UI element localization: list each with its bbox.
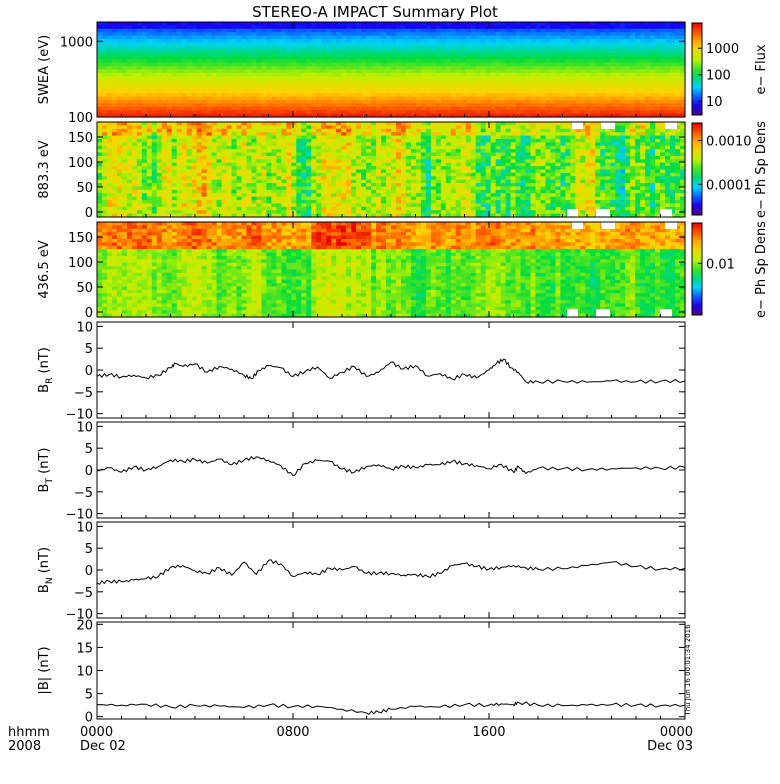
- xtick-sublabel-0: Dec 02: [80, 739, 126, 754]
- ytick-label-1-0: 150: [68, 131, 93, 146]
- data-gap-top-2-0: [572, 222, 583, 229]
- ytick-label-2-0: 150: [68, 231, 93, 246]
- ylabel-5: BN (nT): [37, 547, 55, 593]
- colorbar-tick-label-0-2: 10: [706, 95, 723, 110]
- ytick-label-5-3: −5: [74, 586, 93, 601]
- ytick-label-5-0: 10: [76, 520, 93, 535]
- ytick-label-4-2: 0: [85, 464, 93, 479]
- colorbar-tick-label-1-1: 0.0001: [706, 178, 752, 193]
- ylabel-3: BR (nT): [37, 347, 55, 393]
- ylabel-4: BT (nT): [37, 448, 55, 493]
- ytick-label-0-0: 1000: [60, 35, 93, 50]
- data-gap-bottom-1-2: [660, 209, 672, 217]
- ytick-label-6-0: 20: [76, 618, 93, 633]
- data-gap-bottom-1-1: [596, 209, 610, 217]
- xtick-label-3: 0000: [660, 725, 693, 740]
- ytick-label-4-3: −5: [74, 486, 93, 501]
- data-gap-bottom-2-2: [660, 309, 672, 317]
- ytick-label-2-3: 0: [85, 306, 93, 321]
- ytick-label-6-4: 0: [85, 711, 93, 726]
- ytick-label-1-3: 0: [85, 206, 93, 221]
- colorbar-tick-label-2-0: 0.01: [706, 257, 735, 272]
- ytick-label-1-2: 50: [76, 181, 93, 196]
- data-gap-top-2-2: [665, 222, 677, 229]
- time-axis-label-year: 2008: [8, 739, 41, 754]
- ytick-label-4-0: 10: [76, 420, 93, 435]
- ytick-label-1-1: 100: [68, 156, 93, 171]
- ylabel-2: 436.5 eV: [37, 240, 52, 298]
- ytick-label-3-2: 0: [85, 364, 93, 379]
- heatmap-cells-0: [97, 22, 686, 118]
- colorbar-label-0: e− Flux: [754, 44, 769, 94]
- time-axis-label-hhmm: hhmm: [8, 725, 50, 740]
- panel-frame-3: [97, 322, 685, 418]
- colorbar-tick-label-0-1: 100: [706, 69, 731, 84]
- ytick-label-5-1: 5: [85, 542, 93, 557]
- timestamp: Thu Jun 16 00:01:34 2016: [684, 624, 692, 717]
- xtick-label-1: 0800: [276, 725, 309, 740]
- heatmap-cells-2: [97, 222, 686, 318]
- ytick-label-3-3: −5: [74, 386, 93, 401]
- colorbar-label-2: e− Ph Sp Dens: [754, 221, 769, 318]
- colorbar-2: [692, 223, 702, 315]
- data-gap-top-1-2: [665, 122, 677, 129]
- ytick-label-6-1: 15: [76, 641, 93, 656]
- ylabel-1: 883.3 eV: [37, 140, 52, 198]
- data-gap-bottom-2-1: [596, 309, 610, 317]
- ylabel-0: SWEA (eV): [37, 35, 52, 104]
- ytick-label-2-2: 50: [76, 281, 93, 296]
- data-gap-bottom-1-0: [567, 209, 578, 217]
- ytick-label-5-2: 0: [85, 564, 93, 579]
- ytick-label-4-1: 5: [85, 442, 93, 457]
- ytick-label-6-2: 10: [76, 665, 93, 680]
- xtick-label-2: 1600: [472, 725, 505, 740]
- panel-frame-6: [97, 622, 685, 719]
- ytick-label-3-1: 5: [85, 342, 93, 357]
- colorbar-tick-label-1-0: 0.0010: [706, 134, 752, 149]
- ytick-label-3-0: 10: [76, 320, 93, 335]
- ytick-label-0-1: 100: [68, 111, 93, 126]
- plot-title: STEREO-A IMPACT Summary Plot: [252, 3, 498, 21]
- data-gap-top-2-1: [601, 222, 615, 229]
- colorbar-label-1: e− Ph Sp Dens: [754, 121, 769, 218]
- ytick-label-6-3: 5: [85, 688, 93, 703]
- ylabel-6: |B| (nT): [37, 646, 52, 694]
- data-gap-bottom-2-0: [567, 309, 578, 317]
- xtick-sublabel-3: Dec 03: [647, 739, 693, 754]
- xtick-label-0: 0000: [80, 725, 113, 740]
- heatmap-cells-1: [97, 122, 686, 218]
- data-gap-top-1-0: [572, 122, 583, 129]
- data-gap-top-1-1: [601, 122, 615, 129]
- colorbar-1: [692, 123, 702, 215]
- colorbar-tick-label-0-0: 1000: [706, 42, 739, 57]
- ytick-label-2-1: 100: [68, 256, 93, 271]
- panel-frame-5: [97, 522, 685, 618]
